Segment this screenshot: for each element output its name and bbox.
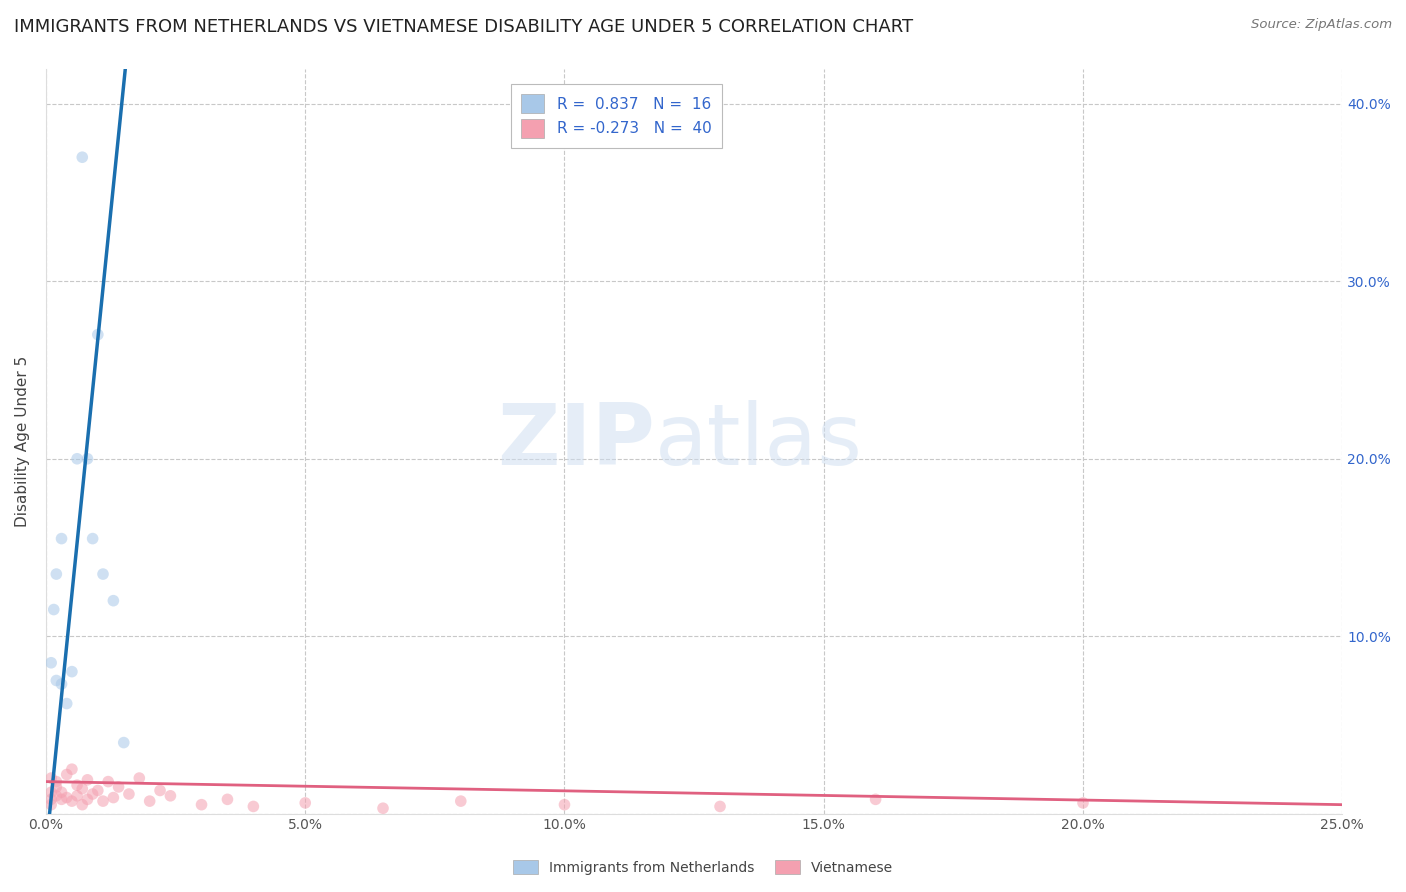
Point [82,787,104,801]
Point [91,567,114,582]
Point [66,451,89,466]
Point [72,150,94,164]
Point [45,673,67,688]
Point [371,801,394,815]
Point [39,771,62,785]
Point [138,794,160,808]
Point [72,781,94,796]
Point [60,794,83,808]
Point [118,787,141,801]
Point [45,567,67,582]
Point [39,656,62,670]
Point [294,796,316,810]
Point [39,797,62,812]
Point [76,792,98,806]
Point [51,785,73,799]
Point [66,789,89,803]
Point [450,794,472,808]
Point [45,780,67,794]
Point [45,774,67,789]
Point [82,532,104,546]
Point [103,790,125,805]
Point [159,789,181,803]
Point [107,780,129,794]
Point [242,799,264,814]
Point [42,602,65,616]
Point [55,767,77,781]
Point [51,792,73,806]
Point [55,697,77,711]
Point [39,792,62,806]
Y-axis label: Disability Age Under 5: Disability Age Under 5 [15,355,30,526]
Point [1071,796,1094,810]
Point [55,790,77,805]
Point [76,451,98,466]
Text: IMMIGRANTS FROM NETHERLANDS VS VIETNAMESE DISABILITY AGE UNDER 5 CORRELATION CHA: IMMIGRANTS FROM NETHERLANDS VS VIETNAMES… [14,18,912,36]
Point [51,532,73,546]
Point [103,593,125,607]
Point [60,762,83,776]
Point [865,792,887,806]
Point [149,783,172,797]
Point [217,792,239,806]
Point [87,327,110,342]
Text: ZIP: ZIP [498,400,655,483]
Point [39,785,62,799]
Point [76,772,98,787]
Point [87,783,110,797]
Point [72,797,94,812]
Point [553,797,575,812]
Legend: Immigrants from Netherlands, Vietnamese: Immigrants from Netherlands, Vietnamese [508,855,898,880]
Text: atlas: atlas [655,400,863,483]
Legend: R =  0.837   N =  16, R = -0.273   N =  40: R = 0.837 N = 16, R = -0.273 N = 40 [510,84,721,148]
Point [190,797,212,812]
Text: Source: ZipAtlas.com: Source: ZipAtlas.com [1251,18,1392,31]
Point [128,771,150,785]
Point [60,665,83,679]
Point [66,778,89,792]
Point [51,677,73,691]
Point [112,735,135,749]
Point [91,794,114,808]
Point [709,799,731,814]
Point [97,774,120,789]
Point [45,789,67,803]
